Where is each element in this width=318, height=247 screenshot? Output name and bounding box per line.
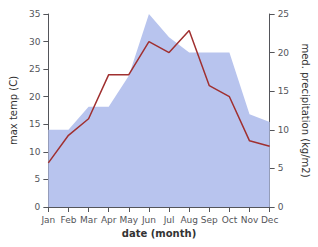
- svg-text:5: 5: [278, 163, 284, 173]
- svg-text:Sep: Sep: [201, 215, 218, 225]
- svg-text:date (month): date (month): [122, 228, 196, 239]
- svg-text:Apr: Apr: [101, 215, 117, 225]
- svg-text:Nov: Nov: [241, 215, 259, 225]
- svg-text:med. precipitation (kg/m2): med. precipitation (kg/m2): [300, 43, 311, 177]
- svg-text:0: 0: [35, 202, 41, 212]
- svg-text:20: 20: [278, 48, 290, 58]
- svg-text:Jun: Jun: [141, 215, 156, 225]
- svg-text:0: 0: [278, 202, 284, 212]
- svg-text:10: 10: [29, 147, 41, 157]
- svg-text:May: May: [120, 215, 139, 225]
- svg-text:10: 10: [278, 125, 290, 135]
- svg-text:25: 25: [29, 64, 40, 74]
- svg-text:Dec: Dec: [261, 215, 278, 225]
- svg-text:5: 5: [35, 174, 41, 184]
- svg-text:25: 25: [278, 9, 289, 19]
- svg-text:max temp (C): max temp (C): [8, 76, 19, 145]
- svg-text:15: 15: [29, 119, 40, 129]
- svg-text:Feb: Feb: [61, 215, 77, 225]
- svg-text:Jan: Jan: [40, 215, 55, 225]
- svg-text:30: 30: [29, 37, 41, 47]
- svg-text:Oct: Oct: [222, 215, 238, 225]
- svg-text:Aug: Aug: [180, 215, 198, 225]
- svg-text:15: 15: [278, 86, 289, 96]
- svg-text:20: 20: [29, 92, 41, 102]
- svg-text:Mar: Mar: [80, 215, 97, 225]
- svg-text:Jul: Jul: [163, 215, 175, 225]
- svg-text:35: 35: [29, 9, 40, 19]
